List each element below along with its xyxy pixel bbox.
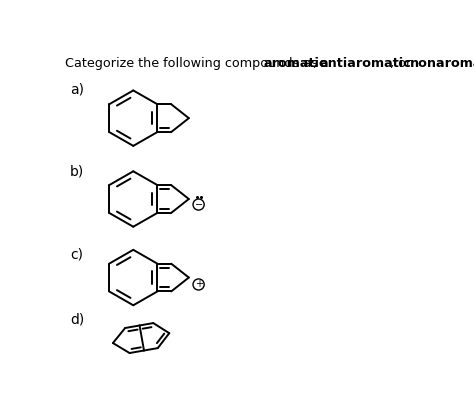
- Text: antiaromatic: antiaromatic: [319, 57, 411, 70]
- Text: aromatic: aromatic: [264, 57, 327, 70]
- Text: c): c): [70, 247, 83, 262]
- Text: +: +: [195, 279, 202, 289]
- Text: nonaromatic: nonaromatic: [410, 57, 474, 70]
- Text: Categorize the following compounds as: Categorize the following compounds as: [64, 57, 321, 70]
- Text: d): d): [70, 312, 84, 326]
- Text: −: −: [194, 200, 203, 210]
- Text: b): b): [70, 164, 84, 178]
- Text: , or: , or: [391, 57, 416, 70]
- Text: ,: ,: [313, 57, 321, 70]
- Text: a): a): [70, 83, 84, 97]
